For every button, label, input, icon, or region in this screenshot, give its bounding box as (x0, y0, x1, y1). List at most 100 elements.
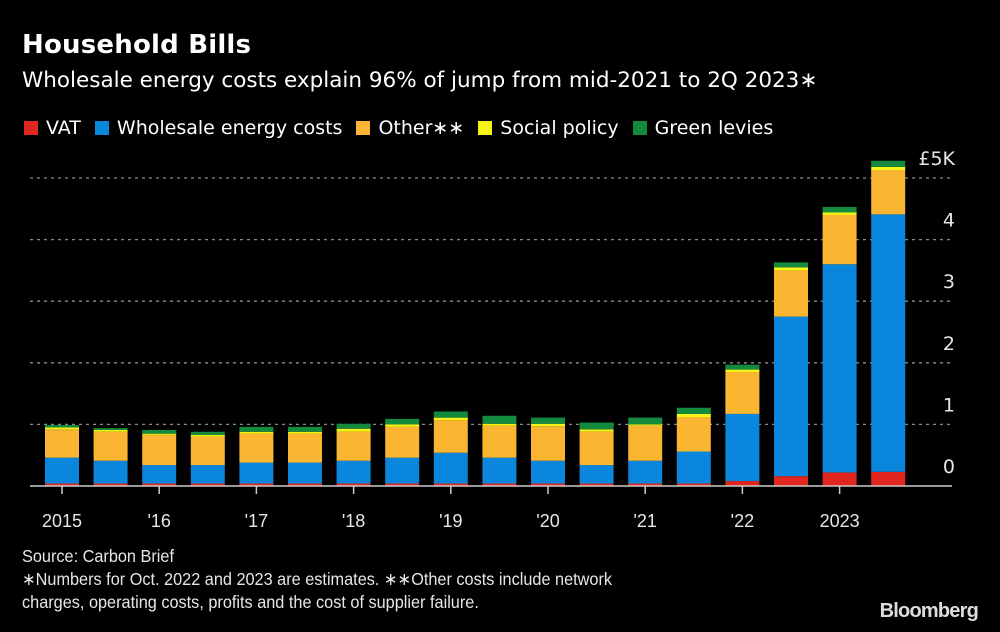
bar-segment (336, 460, 371, 484)
legend-item: VAT (24, 117, 81, 139)
bar-segment (239, 433, 274, 463)
legend-swatch (24, 121, 38, 135)
legend-label: Other∗∗ (378, 117, 465, 139)
y-tick-label: 2 (943, 333, 955, 355)
bar-segment (822, 206, 857, 213)
bar-segment (579, 429, 614, 432)
bar-segment (531, 417, 565, 424)
y-tick-label: 3 (943, 271, 955, 293)
bar-segment (433, 452, 468, 484)
bar-segment (725, 364, 760, 370)
bar-segment (725, 413, 760, 482)
bar-segment (579, 431, 614, 466)
footnotes: Source: Carbon Brief ∗Numbers for Oct. 2… (22, 545, 612, 614)
x-tick-label: '18 (342, 511, 365, 531)
bar-segment (385, 426, 420, 458)
bar-segment (142, 465, 177, 484)
bar-segment (871, 471, 906, 486)
bar-segment (676, 413, 711, 418)
legend-item: Other∗∗ (356, 117, 464, 139)
bar-segment (385, 418, 420, 425)
bar-segment (45, 425, 79, 428)
bar-segment (190, 436, 225, 466)
bar-segment (579, 483, 614, 486)
legend-label: Wholesale energy costs (116, 117, 343, 139)
bar-segment (579, 422, 614, 430)
bar-segment (676, 407, 711, 414)
bar-segment (774, 270, 808, 317)
legend-item: Green levies (632, 117, 774, 139)
bar-segment (288, 431, 322, 434)
bar-segment (482, 423, 517, 426)
bar-segment (336, 431, 371, 461)
y-tick-label: 0 (943, 456, 955, 478)
bar-segment (531, 460, 565, 484)
bar-segment (190, 483, 225, 486)
x-tick-label: 2023 (820, 511, 860, 531)
bar-segment (725, 372, 760, 414)
bar-segment (531, 483, 565, 486)
bar-segment (725, 369, 760, 373)
chart-title: Household Bills (22, 30, 252, 60)
bar-segment (93, 429, 128, 432)
legend: VAT Wholesale energy costs Other∗∗ Social p… (24, 117, 787, 139)
bar-segment (628, 483, 663, 486)
legend-swatch (94, 121, 109, 135)
bar-segment (822, 264, 857, 473)
bar-segment (628, 424, 663, 426)
bar-segment (45, 483, 79, 486)
bar-segment (531, 423, 565, 427)
source-text: Source: Carbon Brief (22, 546, 174, 566)
bar-segment (336, 483, 371, 486)
bar-segment (822, 212, 857, 215)
x-tick-label: '21 (633, 511, 656, 531)
legend-item: Wholesale energy costs (94, 117, 343, 139)
bar-segment (871, 160, 906, 167)
bar-segment (93, 460, 128, 484)
bar-segment (190, 465, 225, 484)
bar-segment (628, 425, 663, 461)
bar-segment (239, 426, 274, 432)
bar-segment (288, 483, 322, 486)
bar-segment (239, 462, 274, 484)
bar-segment (190, 431, 225, 435)
legend-label: VAT (46, 117, 81, 139)
bar-segment (676, 451, 711, 484)
bar-segment (774, 262, 808, 268)
bar-segment (45, 457, 79, 484)
bar-segment (822, 472, 857, 486)
x-tick-label: '17 (245, 511, 268, 531)
bar-segment (433, 417, 468, 421)
bar-segment (482, 483, 517, 486)
legend-swatch (478, 121, 493, 135)
legend-label: Social policy (500, 117, 619, 139)
bar-segment (239, 431, 274, 434)
bar-segment (142, 434, 177, 466)
bar-segment (579, 465, 614, 484)
bar-segment (385, 424, 420, 427)
x-tick-label: 2015 (42, 511, 82, 531)
x-tick-label: '19 (439, 511, 462, 531)
bar-segment (725, 481, 760, 486)
bar-segment (482, 425, 517, 458)
bar-segment (871, 169, 906, 215)
bar-segment (676, 417, 711, 452)
bar-segment (482, 415, 517, 424)
y-tick-label: 1 (943, 394, 955, 416)
legend-label: Green levies (654, 117, 774, 139)
bar-segment (628, 460, 663, 484)
bar-segment (433, 411, 468, 418)
bar-segment (774, 316, 808, 477)
bar-segment (239, 483, 274, 486)
bar-segment (385, 483, 420, 486)
bar-segment (142, 429, 177, 434)
bloomberg-logo: Bloomberg (879, 600, 979, 622)
bar-segment (871, 214, 906, 472)
bar-segment (774, 476, 808, 486)
bar-segment (45, 429, 79, 458)
bar-segment (482, 457, 517, 484)
bar-segment (93, 483, 128, 486)
bar-segment (142, 433, 177, 435)
bar-segment (288, 433, 322, 463)
